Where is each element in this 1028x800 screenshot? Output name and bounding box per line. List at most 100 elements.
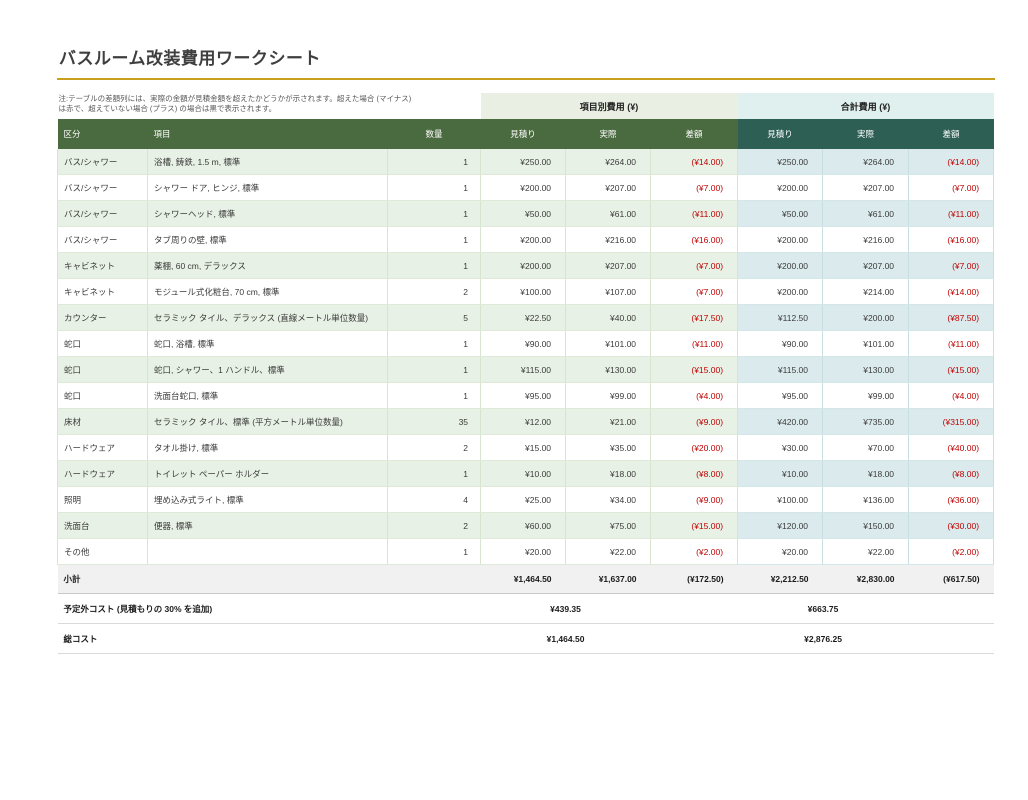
cell-total-difference: (¥40.00) (908, 434, 995, 461)
cell-item-estimate: ¥95.00 (480, 382, 567, 409)
cell-category: カウンター (57, 304, 148, 331)
cell-item-difference: (¥16.00) (650, 226, 739, 253)
contingency-label: 予定外コスト (見積もりの 30% を追加) (57, 593, 481, 624)
table-row: ハードウェア タオル掛け, 標準 2 ¥15.00 ¥35.00 (¥20.00… (57, 434, 995, 461)
cell-quantity: 1 (387, 252, 482, 279)
cell-total-actual: ¥216.00 (822, 226, 910, 253)
cell-category: バス/シャワー (57, 200, 148, 227)
cell-item-actual: ¥21.00 (565, 408, 652, 435)
cell-total-estimate: ¥112.50 (737, 304, 824, 331)
cell-category: 蛇口 (57, 330, 148, 357)
contingency-item-cost: ¥439.35 (480, 593, 651, 624)
cell-item: 蛇口, シャワー、1 ハンドル、標準 (147, 356, 388, 383)
subtotal-item-estimate: ¥1,464.50 (480, 564, 566, 594)
cell-total-actual: ¥70.00 (822, 434, 910, 461)
cost-table: 注:テーブルの差額列には、実際の金額が見積金額を超えたかどうかが示されます。超え… (57, 93, 995, 654)
cell-total-estimate: ¥115.00 (737, 356, 824, 383)
cell-item-estimate: ¥90.00 (480, 330, 567, 357)
cell-total-estimate: ¥95.00 (737, 382, 824, 409)
cell-item-difference: (¥11.00) (650, 330, 739, 357)
col-header-item-actual: 実際 (565, 119, 651, 149)
cell-total-estimate: ¥90.00 (737, 330, 824, 357)
cell-total-difference: (¥16.00) (908, 226, 995, 253)
cell-total-estimate: ¥50.00 (737, 200, 824, 227)
grand-total-spacer-1 (650, 623, 738, 654)
table-row: 蛇口 洗面台蛇口, 標準 1 ¥95.00 ¥99.00 (¥4.00) ¥95… (57, 382, 995, 409)
cell-item-estimate: ¥200.00 (480, 252, 567, 279)
table-row: 洗面台 便器, 標準 2 ¥60.00 ¥75.00 (¥15.00) ¥120… (57, 512, 995, 539)
cell-quantity: 1 (387, 356, 482, 383)
cell-total-estimate: ¥200.00 (737, 278, 824, 305)
grand-total-spacer-2 (908, 623, 994, 654)
cell-total-difference: (¥4.00) (908, 382, 995, 409)
cell-item-actual: ¥216.00 (565, 226, 652, 253)
cell-item-estimate: ¥50.00 (480, 200, 567, 227)
grand-total-label: 総コスト (57, 623, 481, 654)
cell-item-difference: (¥7.00) (650, 252, 739, 279)
cell-item: セラミック タイル、デラックス (直線メートル単位数量) (147, 304, 388, 331)
col-header-total-actual: 実際 (822, 119, 909, 149)
cell-total-difference: (¥14.00) (908, 149, 995, 175)
cell-total-difference: (¥11.00) (908, 330, 995, 357)
cell-item: シャワー ドア, ヒンジ, 標準 (147, 174, 388, 201)
cell-item-difference: (¥2.00) (650, 538, 739, 565)
cell-item-actual: ¥18.00 (565, 460, 652, 487)
cell-item-difference: (¥8.00) (650, 460, 739, 487)
cell-quantity: 5 (387, 304, 482, 331)
cell-item: 薬棚, 60 cm, デラックス (147, 252, 388, 279)
table-row: カウンター セラミック タイル、デラックス (直線メートル単位数量) 5 ¥22… (57, 304, 995, 331)
cell-item-actual: ¥107.00 (565, 278, 652, 305)
cell-total-actual: ¥99.00 (822, 382, 910, 409)
cell-total-estimate: ¥20.00 (737, 538, 824, 565)
cell-total-actual: ¥214.00 (822, 278, 910, 305)
contingency-spacer-2 (908, 593, 994, 624)
cell-item-difference: (¥15.00) (650, 356, 739, 383)
table-row: バス/シャワー タブ周りの壁, 標準 1 ¥200.00 ¥216.00 (¥1… (57, 226, 995, 253)
cell-quantity: 1 (387, 382, 482, 409)
grand-total-total-cost: ¥2,876.25 (737, 623, 909, 654)
cell-total-estimate: ¥30.00 (737, 434, 824, 461)
cell-item-estimate: ¥25.00 (480, 486, 567, 513)
subtotal-label: 小計 (57, 564, 388, 594)
cell-item-actual: ¥207.00 (565, 174, 652, 201)
col-header-total-estimate: 見積り (737, 119, 823, 149)
cell-total-difference: (¥7.00) (908, 252, 995, 279)
cell-item-difference: (¥14.00) (650, 149, 739, 175)
subtotal-total-estimate: ¥2,212.50 (737, 564, 823, 594)
table-row: その他 1 ¥20.00 ¥22.00 (¥2.00) ¥20.00 ¥22.0… (57, 538, 995, 565)
col-header-item: 項目 (147, 119, 388, 149)
cell-item-difference: (¥9.00) (650, 486, 739, 513)
subtotal-item-actual: ¥1,637.00 (565, 564, 651, 594)
cell-total-estimate: ¥100.00 (737, 486, 824, 513)
table-row: キャビネット 薬棚, 60 cm, デラックス 1 ¥200.00 ¥207.0… (57, 252, 995, 279)
cell-total-difference: (¥315.00) (908, 408, 995, 435)
column-header-row: 区分 項目 数量 見積り 実際 差額 見積り 実際 差額 (57, 119, 994, 149)
cell-item-difference: (¥9.00) (650, 408, 739, 435)
cell-item-actual: ¥264.00 (565, 149, 652, 175)
cell-category: 床材 (57, 408, 148, 435)
group-header-row: 注:テーブルの差額列には、実際の金額が見積金額を超えたかどうかが示されます。超え… (57, 93, 994, 119)
subtotal-item-difference: (¥172.50) (650, 564, 738, 594)
table-row: ハードウェア トイレット ペーパー ホルダー 1 ¥10.00 ¥18.00 (… (57, 460, 995, 487)
grand-total-item-cost: ¥1,464.50 (480, 623, 651, 654)
cell-item-difference: (¥17.50) (650, 304, 739, 331)
cell-item-estimate: ¥12.00 (480, 408, 567, 435)
cell-total-estimate: ¥120.00 (737, 512, 824, 539)
table-row: 蛇口 蛇口, 浴槽, 標準 1 ¥90.00 ¥101.00 (¥11.00) … (57, 330, 995, 357)
cell-total-actual: ¥207.00 (822, 252, 910, 279)
cell-category: バス/シャワー (57, 226, 148, 253)
cell-quantity: 1 (387, 460, 482, 487)
cell-total-difference: (¥8.00) (908, 460, 995, 487)
difference-note: 注:テーブルの差額列には、実際の金額が見積金額を超えたかどうかが示されます。超え… (57, 93, 481, 119)
cell-quantity: 1 (387, 538, 482, 565)
cell-category: その他 (57, 538, 148, 565)
cell-quantity: 1 (387, 200, 482, 227)
cell-item-difference: (¥4.00) (650, 382, 739, 409)
cell-quantity: 2 (387, 512, 482, 539)
col-header-item-estimate: 見積り (480, 119, 566, 149)
contingency-total-cost: ¥663.75 (737, 593, 909, 624)
cell-item-actual: ¥75.00 (565, 512, 652, 539)
contingency-row: 予定外コスト (見積もりの 30% を追加) ¥439.35 ¥663.75 (57, 593, 994, 624)
table-row: バス/シャワー シャワーヘッド, 標準 1 ¥50.00 ¥61.00 (¥11… (57, 200, 995, 227)
cell-item-actual: ¥207.00 (565, 252, 652, 279)
